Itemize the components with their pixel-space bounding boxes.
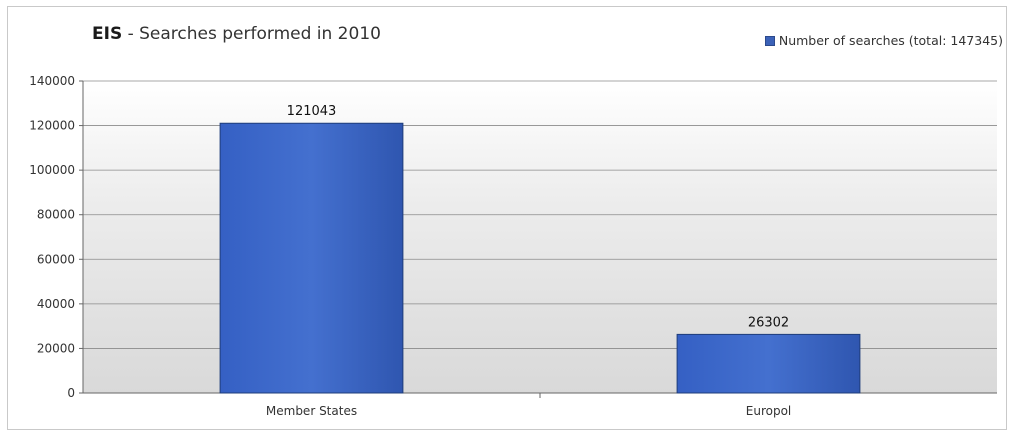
y-tick-label: 80000 <box>37 208 75 222</box>
y-tick-label: 140000 <box>29 74 75 88</box>
y-tick-label: 120000 <box>29 119 75 133</box>
y-tick-label: 20000 <box>37 341 75 355</box>
chart-title: EIS - Searches performed in 2010 <box>92 24 381 44</box>
x-tick-label: Member States <box>266 404 357 418</box>
chart-legend: Number of searches (total: 147345) <box>764 33 1003 48</box>
chart-title-text: - Searches performed in 2010 <box>122 24 381 44</box>
y-tick-label: 0 <box>67 386 75 400</box>
y-tick-label: 60000 <box>37 252 75 266</box>
y-tick-label: 40000 <box>37 297 75 311</box>
bar-europol <box>676 333 861 394</box>
legend-label: Number of searches (total: 147345) <box>778 33 1003 48</box>
chart-title-brand: EIS <box>92 24 123 44</box>
y-tick-label: 100000 <box>29 163 75 177</box>
legend-swatch <box>764 35 775 46</box>
bar-member-states <box>219 122 404 394</box>
x-tick-label: Europol <box>746 404 792 418</box>
data-label: 121043 <box>287 104 337 119</box>
data-label: 26302 <box>748 315 789 330</box>
